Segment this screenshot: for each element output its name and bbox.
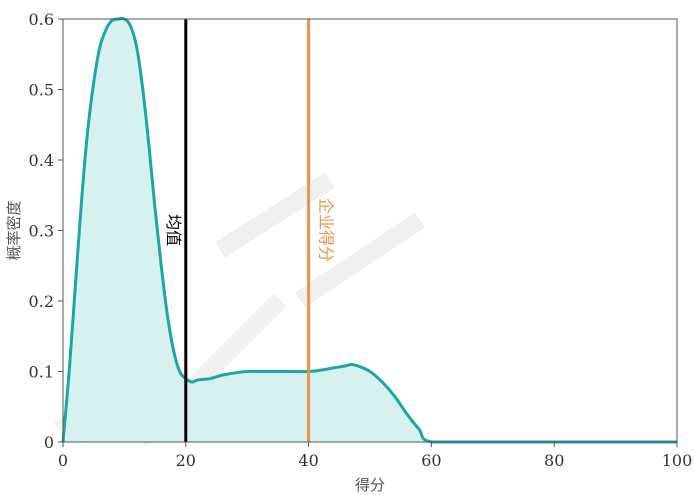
y-tick-label: 0.5 xyxy=(29,81,54,100)
y-tick-label: 0.4 xyxy=(29,151,54,170)
y-axis-title: 概率密度 xyxy=(5,200,23,260)
x-tick-label: 20 xyxy=(176,451,196,470)
x-axis-title: 得分 xyxy=(355,476,385,494)
x-tick-label: 80 xyxy=(544,451,564,470)
x-tick-label: 60 xyxy=(421,451,441,470)
y-axis-ticks: 0 0.1 0.2 0.3 0.4 0.5 0.6 xyxy=(29,10,63,452)
x-axis-ticks: 0 20 40 60 80 100 xyxy=(58,442,692,470)
x-tick-label: 40 xyxy=(298,451,318,470)
x-tick-label: 0 xyxy=(58,451,68,470)
mean-label: 均值 xyxy=(164,214,183,246)
density-curve-line xyxy=(61,16,677,444)
x-tick-label: 100 xyxy=(662,451,693,470)
company-score-label: 企业得分 xyxy=(317,198,336,262)
y-tick-label: 0 xyxy=(44,433,54,452)
y-tick-label: 0.1 xyxy=(29,363,54,382)
density-area-fill xyxy=(63,18,677,443)
y-tick-label: 0.2 xyxy=(29,292,54,311)
y-tick-label: 0.3 xyxy=(29,222,54,241)
y-tick-label: 0.6 xyxy=(29,10,54,29)
